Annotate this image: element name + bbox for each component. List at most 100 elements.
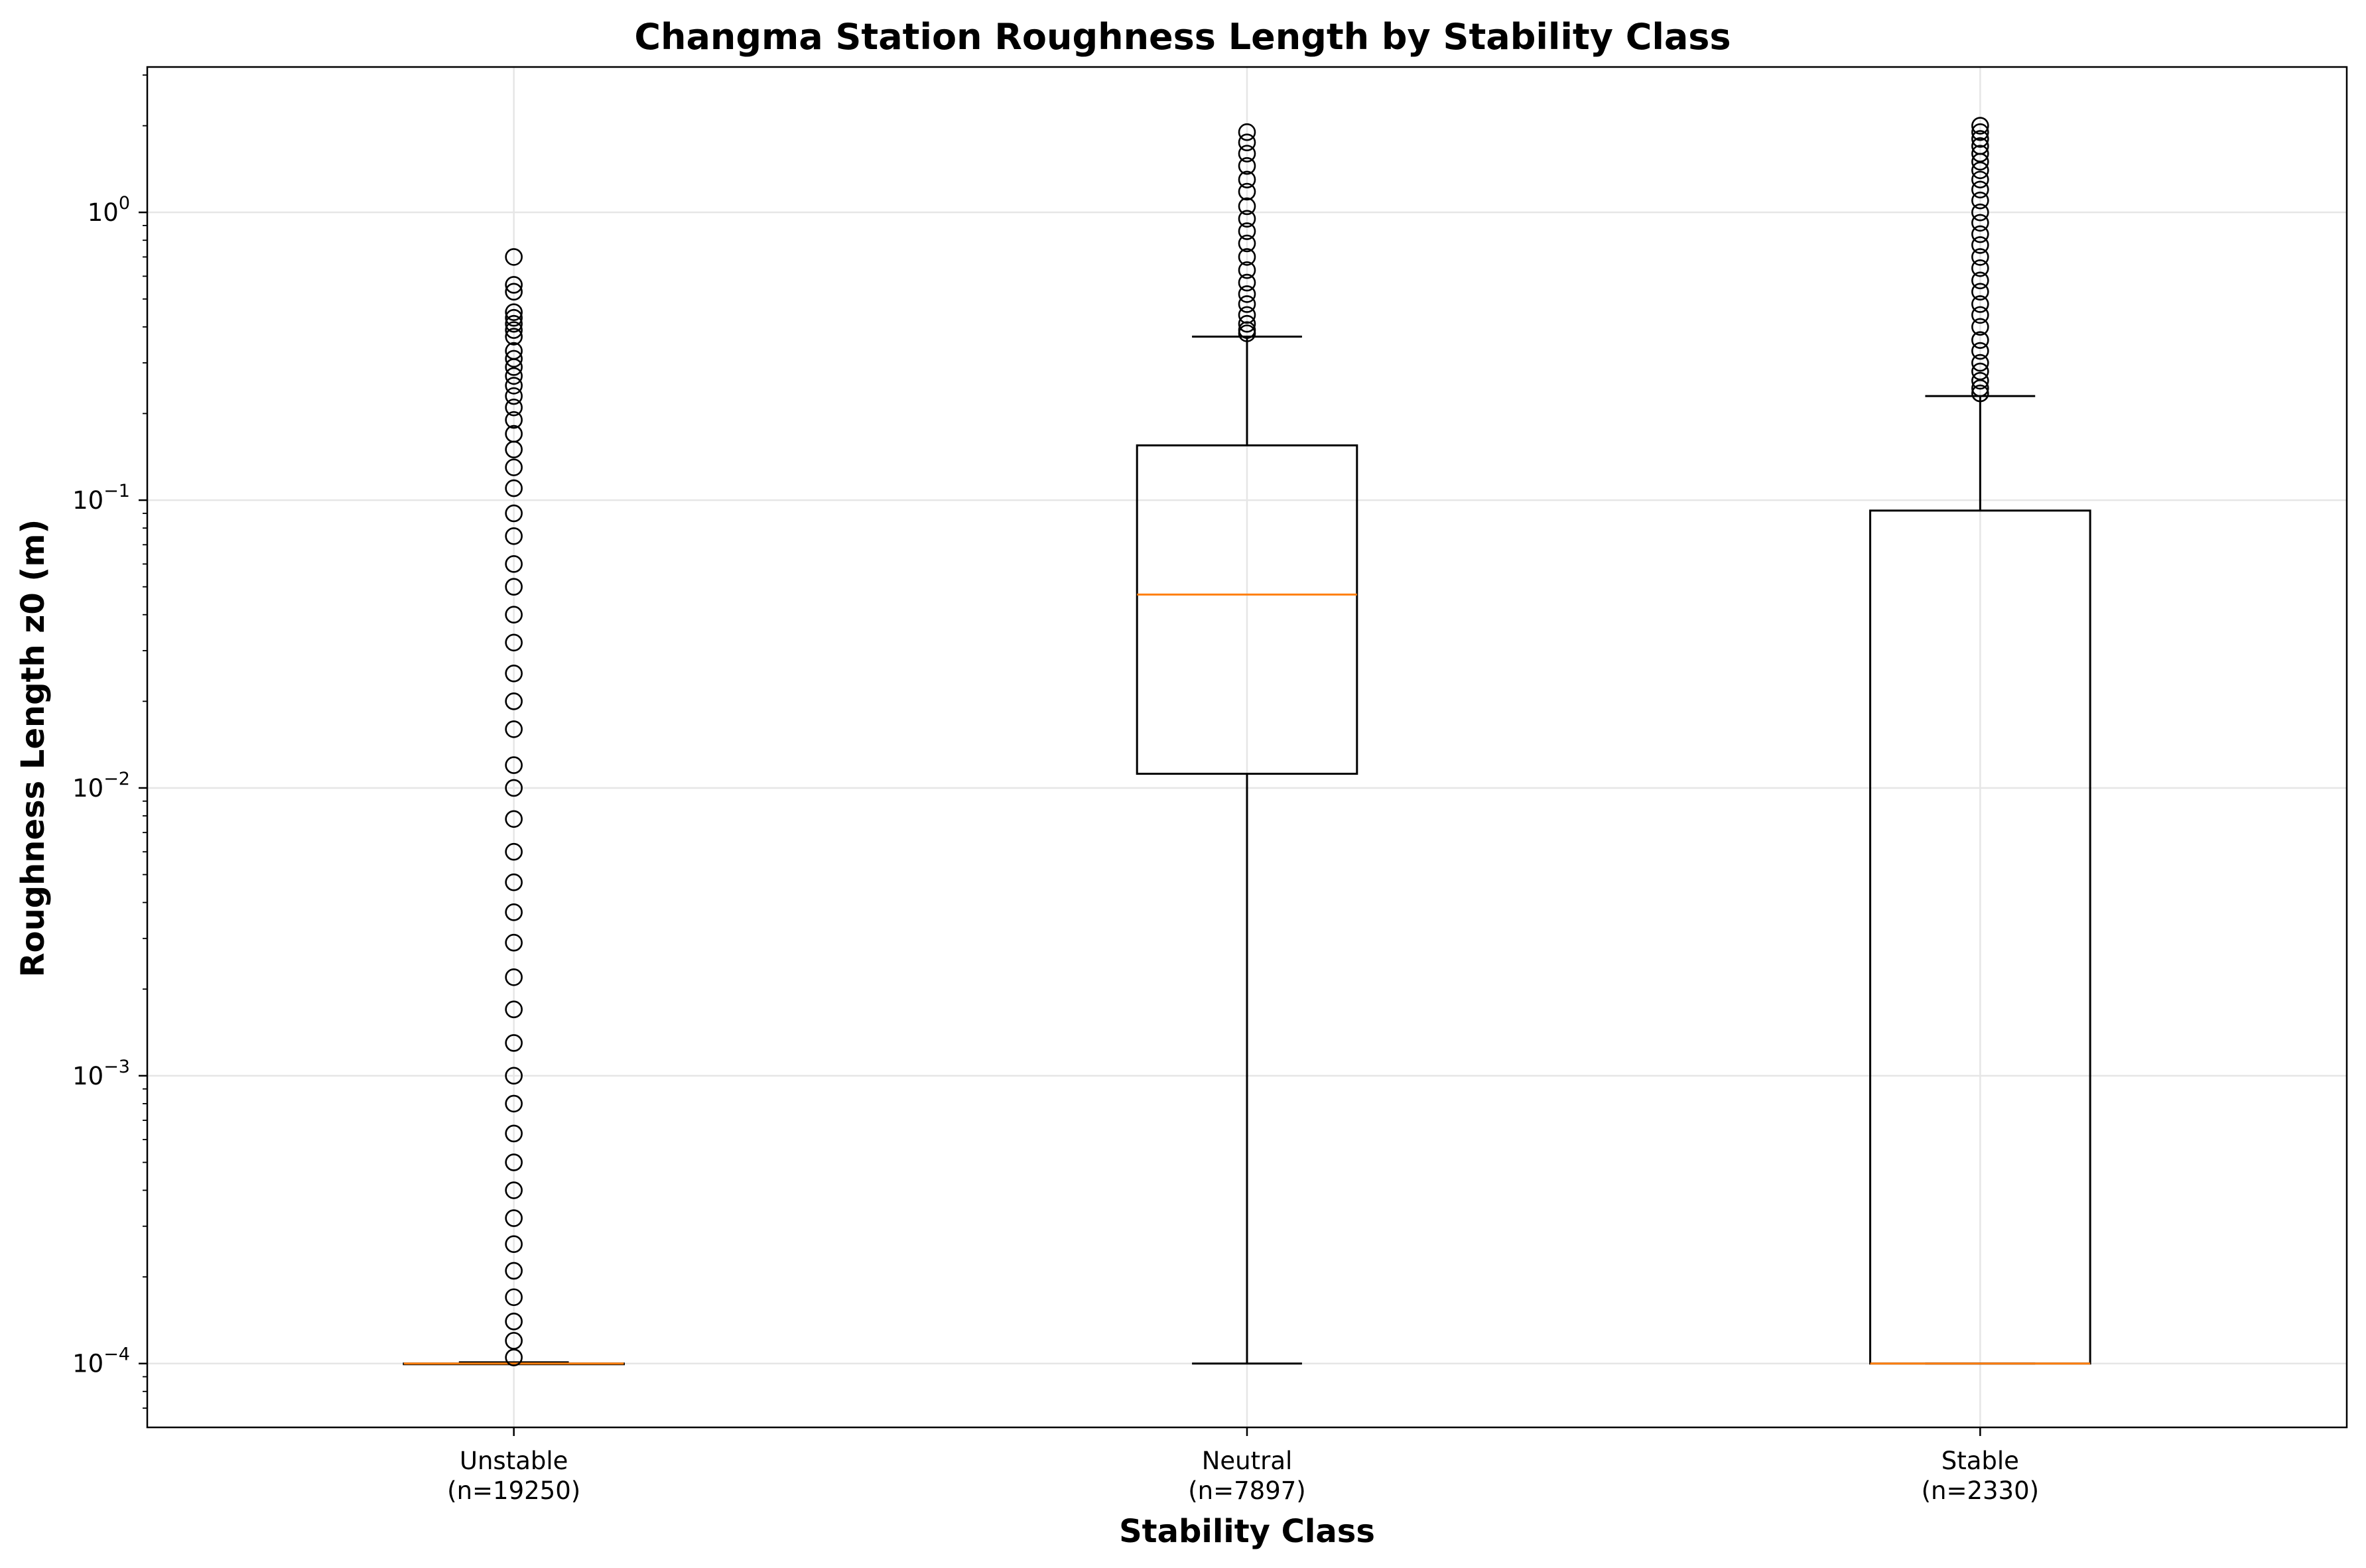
outlier-point xyxy=(505,458,523,476)
outlier-point xyxy=(1971,331,1989,349)
outlier-point xyxy=(505,358,523,376)
outlier-point xyxy=(1238,222,1256,240)
outlier-point xyxy=(1238,314,1256,333)
outlier-point xyxy=(1238,145,1256,163)
outlier-point xyxy=(1238,157,1256,175)
outlier-point xyxy=(505,276,523,294)
box-group-neutral xyxy=(1136,123,1358,1365)
outlier-point xyxy=(505,664,523,683)
x-tick-count-label: (n=2330) xyxy=(1922,1476,2039,1505)
outlier-point xyxy=(505,1153,523,1171)
axis-ticks xyxy=(139,74,1981,1436)
outlier-point xyxy=(1971,379,1989,397)
outlier-point xyxy=(505,968,523,986)
outlier-point xyxy=(505,1288,523,1307)
outlier-point xyxy=(1971,117,1989,135)
outlier-point xyxy=(505,479,523,497)
outlier-point xyxy=(505,1034,523,1052)
outlier-point xyxy=(1971,295,1989,313)
outlier-point xyxy=(1971,153,1989,171)
outlier-point xyxy=(1238,295,1256,313)
y-tick-label: 100 xyxy=(88,193,130,227)
outlier-point xyxy=(505,842,523,861)
y-tick-label: 10−1 xyxy=(72,481,130,515)
outlier-point xyxy=(505,377,523,395)
outlier-point xyxy=(1971,271,1989,290)
outlier-point xyxy=(1238,170,1256,189)
outlier-point xyxy=(505,903,523,921)
outlier-point xyxy=(1238,182,1256,201)
outlier-point xyxy=(505,411,523,429)
outlier-point xyxy=(505,308,523,327)
outlier-point xyxy=(1971,248,1989,266)
outlier-point xyxy=(505,387,523,405)
outlier-point xyxy=(1971,259,1989,277)
outlier-point xyxy=(505,1313,523,1331)
x-tick-label: Unstable xyxy=(460,1447,568,1475)
outlier-point xyxy=(1238,210,1256,228)
outlier-point xyxy=(1971,161,1989,180)
outlier-point xyxy=(505,555,523,573)
outlier-point xyxy=(505,873,523,891)
outlier-point xyxy=(505,578,523,596)
outlier-point xyxy=(505,1000,523,1019)
outlier-point xyxy=(505,692,523,710)
outlier-point xyxy=(505,283,523,301)
box-group-stable xyxy=(1869,117,2091,1365)
outlier-point xyxy=(505,303,523,321)
outlier-point xyxy=(1971,283,1989,301)
outlier-point xyxy=(1971,354,1989,372)
y-tick-label: 10−4 xyxy=(72,1344,130,1378)
y-axis-label: Roughness Length z0 (m) xyxy=(15,519,52,978)
outlier-point xyxy=(505,606,523,624)
outlier-point xyxy=(1971,191,1989,210)
x-tick-label: Neutral xyxy=(1202,1447,1293,1475)
iqr-box xyxy=(1136,444,1358,775)
outlier-point xyxy=(505,933,523,952)
outlier-point xyxy=(505,1209,523,1227)
outlier-point xyxy=(1238,234,1256,253)
outlier-point xyxy=(505,1124,523,1143)
outlier-point xyxy=(505,1181,523,1199)
outlier-point xyxy=(1971,318,1989,336)
x-tick-count-label: (n=19250) xyxy=(447,1476,580,1505)
outlier-point xyxy=(1238,123,1256,141)
outlier-point xyxy=(505,720,523,738)
x-tick-label: Stable xyxy=(1941,1447,2019,1475)
x-tick-count-label: (n=7897) xyxy=(1188,1476,1305,1505)
outlier-point xyxy=(1971,214,1989,232)
outlier-point xyxy=(1971,384,1989,403)
outlier-point xyxy=(505,810,523,828)
outlier-point xyxy=(1238,324,1256,342)
outlier-point xyxy=(1971,203,1989,222)
outlier-point xyxy=(1971,342,1989,360)
outlier-point xyxy=(505,367,523,385)
outlier-point xyxy=(505,328,523,346)
outlier-point xyxy=(1238,261,1256,279)
outlier-point xyxy=(1238,197,1256,216)
outlier-point xyxy=(1971,371,1989,390)
axis-tick-labels: 100 10−1 10−2 10−3 10−4 Unstable(n=19250) Neut… xyxy=(72,193,2039,1505)
outlier-point xyxy=(505,756,523,774)
y-tick-label: 10−2 xyxy=(72,769,130,803)
outlier-point xyxy=(1238,248,1256,266)
outlier-point xyxy=(505,321,523,339)
outlier-point xyxy=(1238,285,1256,303)
outlier-point xyxy=(505,398,523,417)
outlier-point xyxy=(505,440,523,458)
outlier-point xyxy=(1971,225,1989,243)
x-axis-label: Stability Class xyxy=(1119,1513,1375,1550)
outlier-point xyxy=(505,1262,523,1280)
outlier-point xyxy=(1971,236,1989,254)
outlier-point xyxy=(1971,123,1989,141)
outlier-point xyxy=(505,350,523,368)
outlier-point xyxy=(505,314,523,333)
outlier-point xyxy=(505,1067,523,1085)
box-group-unstable xyxy=(403,248,625,1366)
boxes-layer xyxy=(403,117,2091,1366)
outlier-point xyxy=(1238,133,1256,152)
outlier-point xyxy=(1971,306,1989,324)
outlier-point xyxy=(1238,273,1256,292)
chart-title: Changma Station Roughness Length by Stab… xyxy=(634,16,1731,58)
outlier-point xyxy=(505,527,523,545)
